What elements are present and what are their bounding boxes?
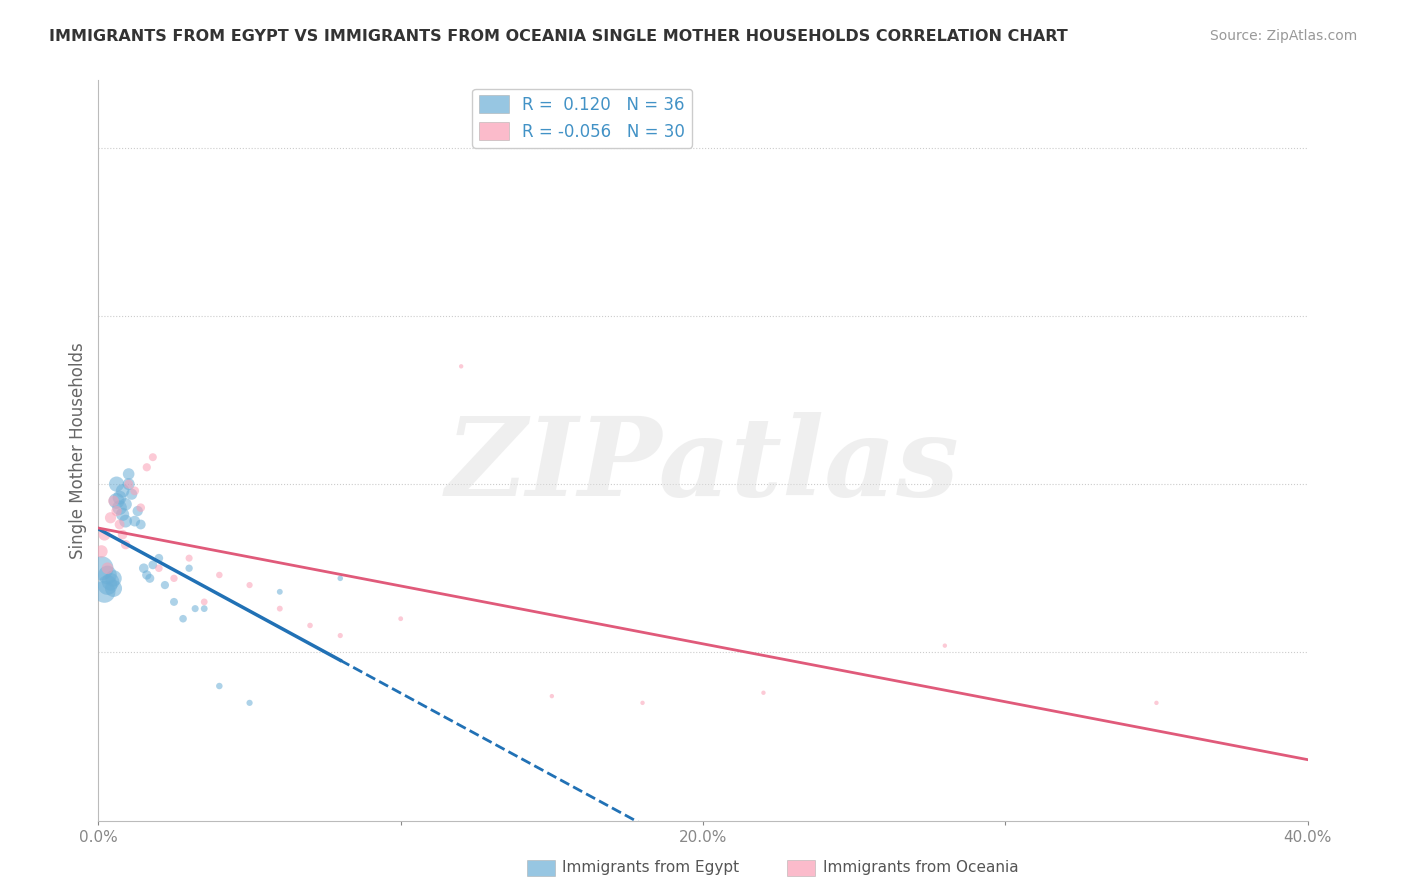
Point bbox=[96, 578, 118, 592]
Text: Source: ZipAtlas.com: Source: ZipAtlas.com bbox=[1209, 29, 1357, 43]
Point bbox=[148, 561, 170, 575]
Text: Immigrants from Egypt: Immigrants from Egypt bbox=[562, 860, 740, 874]
Point bbox=[153, 578, 176, 592]
Point bbox=[239, 578, 262, 592]
Point bbox=[208, 679, 231, 693]
Y-axis label: Single Mother Households: Single Mother Households bbox=[69, 343, 87, 558]
Point bbox=[108, 491, 131, 505]
Point bbox=[135, 460, 157, 475]
Point bbox=[111, 483, 134, 498]
Point bbox=[389, 612, 412, 626]
Point bbox=[193, 601, 215, 615]
Point bbox=[129, 517, 152, 532]
Point bbox=[450, 359, 472, 374]
Point bbox=[127, 504, 149, 518]
Point bbox=[329, 628, 352, 642]
Point bbox=[105, 504, 128, 518]
Point bbox=[329, 571, 352, 585]
Point bbox=[93, 527, 115, 541]
Point bbox=[142, 450, 165, 465]
Point bbox=[1144, 696, 1167, 710]
Point bbox=[114, 538, 136, 552]
Point bbox=[179, 551, 201, 566]
Point bbox=[118, 467, 141, 481]
Point bbox=[108, 517, 131, 532]
Point bbox=[103, 571, 125, 585]
Point bbox=[135, 568, 157, 582]
Text: IMMIGRANTS FROM EGYPT VS IMMIGRANTS FROM OCEANIA SINGLE MOTHER HOUSEHOLDS CORREL: IMMIGRANTS FROM EGYPT VS IMMIGRANTS FROM… bbox=[49, 29, 1069, 44]
Point bbox=[111, 527, 134, 541]
Point bbox=[179, 561, 201, 575]
Point bbox=[132, 561, 155, 575]
Point bbox=[100, 574, 122, 589]
Point bbox=[269, 584, 291, 599]
Point bbox=[108, 500, 131, 515]
Point bbox=[124, 483, 146, 498]
Point bbox=[103, 582, 125, 596]
Point bbox=[111, 508, 134, 522]
Point bbox=[100, 510, 122, 524]
Point bbox=[103, 494, 125, 508]
Text: Immigrants from Oceania: Immigrants from Oceania bbox=[823, 860, 1018, 874]
Point bbox=[631, 696, 654, 710]
Legend: R =  0.120   N = 36, R = -0.056   N = 30: R = 0.120 N = 36, R = -0.056 N = 30 bbox=[472, 88, 692, 147]
Point bbox=[114, 497, 136, 511]
Point bbox=[90, 561, 112, 575]
Point bbox=[208, 568, 231, 582]
Point bbox=[269, 601, 291, 615]
Point bbox=[148, 551, 170, 566]
Point bbox=[105, 477, 128, 491]
Text: ZIPatlas: ZIPatlas bbox=[446, 411, 960, 519]
Point bbox=[163, 571, 186, 585]
Point bbox=[114, 514, 136, 528]
Point bbox=[93, 584, 115, 599]
Point bbox=[96, 561, 118, 575]
Point bbox=[96, 568, 118, 582]
Point bbox=[184, 601, 207, 615]
Point bbox=[90, 544, 112, 558]
Point bbox=[163, 595, 186, 609]
Point bbox=[239, 696, 262, 710]
Point bbox=[299, 618, 322, 632]
Point bbox=[118, 477, 141, 491]
Point bbox=[172, 612, 194, 626]
Point bbox=[129, 500, 152, 515]
Point bbox=[934, 639, 956, 653]
Point bbox=[121, 487, 143, 501]
Point bbox=[193, 595, 215, 609]
Point bbox=[139, 571, 162, 585]
Point bbox=[105, 494, 128, 508]
Point bbox=[752, 686, 775, 700]
Point bbox=[142, 558, 165, 572]
Point bbox=[124, 514, 146, 528]
Point bbox=[118, 477, 141, 491]
Point bbox=[540, 689, 562, 703]
